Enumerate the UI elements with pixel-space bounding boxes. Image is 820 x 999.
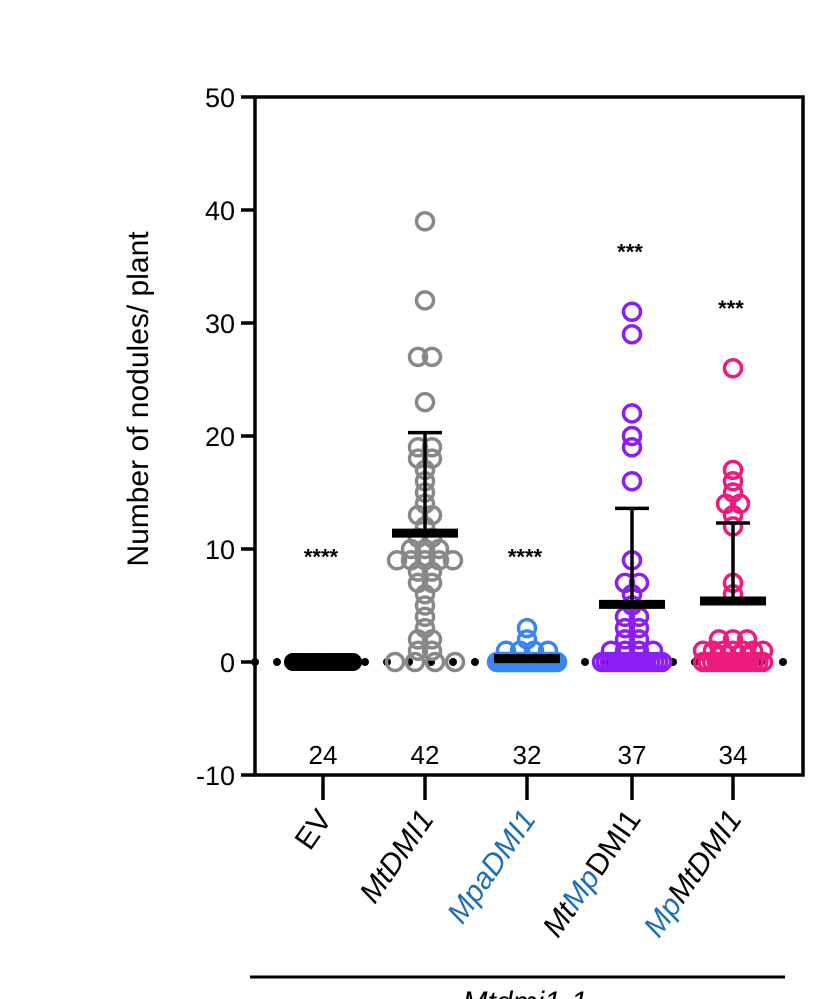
- x-category-label: EV: [289, 804, 339, 856]
- data-point: [407, 629, 429, 650]
- x-category-label: MpaDMI1: [441, 804, 543, 929]
- data-point: [621, 403, 643, 424]
- data-point: [414, 290, 436, 311]
- data-point: [651, 651, 673, 673]
- group-MpaDMI1: **** 32: [486, 545, 568, 770]
- data-point: [614, 629, 636, 650]
- data-point: [708, 629, 730, 650]
- x-category-label-part: MtDMI1: [661, 804, 748, 909]
- sample-size-label: 37: [618, 740, 647, 770]
- data-point: [621, 437, 643, 458]
- zero-line-dot: [361, 658, 369, 666]
- data-point: [621, 324, 643, 345]
- x-category-label-part: MpaDMI1: [441, 804, 543, 929]
- data-point: [722, 629, 744, 650]
- data-point: [621, 425, 643, 447]
- y-tick-label: 10: [205, 535, 235, 565]
- sample-size-label: 32: [513, 740, 542, 770]
- data-point: [407, 561, 429, 582]
- data-point: [722, 470, 744, 492]
- data-point: [414, 595, 436, 616]
- bottom-group-bracket: Mtdmi1-1: [250, 975, 785, 999]
- zero-line-dot: [273, 658, 281, 666]
- sample-size-label: 24: [309, 740, 338, 770]
- data-point: [424, 651, 446, 673]
- data-point: [407, 346, 429, 368]
- group-MpMtDMI1: *** 34: [692, 296, 774, 770]
- data-point: [414, 583, 436, 605]
- data-point: [407, 640, 429, 661]
- data-point: [444, 651, 466, 673]
- significance-label: ***: [718, 296, 744, 321]
- plot-border: [253, 95, 805, 777]
- y-tick-label: 40: [205, 196, 235, 226]
- zero-line-dot: [779, 658, 787, 666]
- group-EV: **** 24: [284, 545, 362, 770]
- data-point: [386, 550, 408, 571]
- data-point: [421, 640, 443, 661]
- data-groups: **** 24 42 **** 32 *** 37 *** 34: [284, 211, 774, 770]
- zero-line-dot: [471, 658, 479, 666]
- data-point: [736, 629, 758, 650]
- x-category-label: MtMpDMI1: [537, 804, 648, 943]
- data-point: [442, 550, 464, 571]
- plot-frame: [253, 95, 805, 777]
- group-MtMpDMI1: *** 37: [591, 240, 673, 770]
- y-tick-label: 20: [205, 422, 235, 452]
- y-tick-label: 50: [205, 83, 235, 113]
- data-point: [614, 617, 636, 639]
- data-point: [628, 629, 650, 650]
- sample-size-label: 34: [719, 740, 748, 770]
- data-point: [404, 651, 426, 673]
- data-point: [414, 211, 436, 232]
- x-category-label-part: EV: [289, 804, 339, 856]
- data-point: [516, 617, 538, 639]
- data-point: [400, 538, 422, 560]
- data-point: [628, 617, 650, 639]
- zero-line-dot: [449, 658, 457, 666]
- y-tick-label: 30: [205, 309, 235, 339]
- data-point: [414, 391, 436, 413]
- data-point: [421, 629, 443, 650]
- y-tick-label: 0: [220, 648, 235, 678]
- y-axis-label: Number of nodules/ plant: [122, 231, 155, 567]
- y-tick-label: -10: [196, 761, 235, 791]
- data-point: [344, 653, 362, 671]
- x-category-label: MpMtDMI1: [638, 804, 749, 943]
- x-category-label-part: MtDMI1: [353, 804, 440, 909]
- group-bracket-label: Mtdmi1-1: [462, 986, 587, 999]
- data-point: [621, 301, 643, 322]
- data-point: [722, 459, 744, 481]
- data-point: [384, 651, 406, 673]
- data-point: [421, 561, 443, 582]
- zero-line-dot: [581, 658, 589, 666]
- significance-label: ****: [508, 545, 543, 570]
- group-MtDMI1: 42: [384, 211, 466, 770]
- zero-line-dot: [251, 658, 259, 666]
- data-point: [752, 651, 774, 673]
- data-point: [722, 357, 744, 379]
- data-point: [414, 606, 436, 628]
- data-point: [414, 538, 436, 560]
- data-point: [621, 470, 643, 492]
- data-point: [421, 346, 443, 368]
- significance-label: ****: [304, 545, 339, 570]
- x-category-label: MtDMI1: [353, 804, 440, 909]
- significance-label: ***: [617, 240, 643, 265]
- data-point: [428, 538, 450, 560]
- sample-size-label: 42: [411, 740, 440, 770]
- y-axis: -10 0 10 20 30 40 50: [196, 83, 255, 791]
- x-category-label-part: DMI1: [580, 804, 648, 882]
